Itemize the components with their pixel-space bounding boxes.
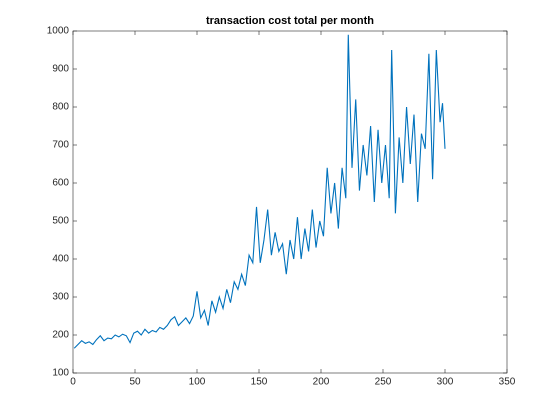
y-tick-label: 700: [52, 140, 69, 151]
x-tick-label: 350: [499, 377, 516, 388]
x-tick-label: 200: [313, 377, 330, 388]
y-tick-label: 400: [52, 254, 69, 265]
x-tick-label: 250: [375, 377, 392, 388]
y-tick-label: 200: [52, 330, 69, 341]
y-tick-label: 300: [52, 292, 69, 303]
chart-title: transaction cost total per month: [206, 15, 374, 27]
y-tick-label: 600: [52, 178, 69, 189]
y-tick-label: 1000: [47, 26, 70, 37]
y-tick-label: 500: [52, 216, 69, 227]
axes-box: [72, 30, 508, 374]
y-tick-label: 900: [52, 64, 69, 75]
x-tick-label: 300: [437, 377, 454, 388]
x-tick-label: 100: [189, 377, 206, 388]
y-tick-label: 100: [52, 368, 69, 379]
y-tick-label: 800: [52, 102, 69, 113]
x-tick-label: 50: [129, 377, 141, 388]
x-tick-label: 150: [251, 377, 268, 388]
x-tick-label: 0: [70, 377, 76, 388]
line-series: [73, 34, 446, 349]
